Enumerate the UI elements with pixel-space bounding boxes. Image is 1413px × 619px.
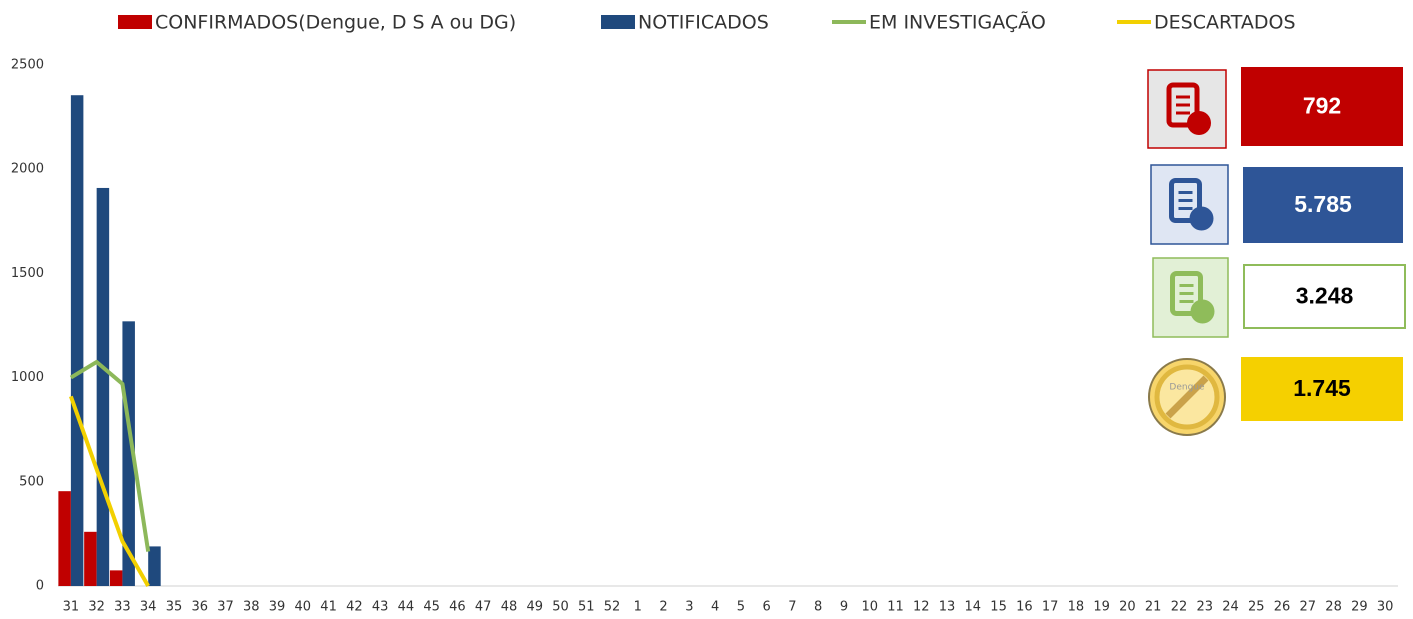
card-box — [1241, 357, 1403, 421]
x-tick-label: 17 — [1042, 600, 1059, 615]
x-tick-label: 27 — [1300, 600, 1317, 615]
x-tick-label: 42 — [346, 600, 363, 615]
x-tick-label: 15 — [990, 600, 1007, 615]
bar — [84, 531, 97, 586]
y-tick-label: 2500 — [11, 58, 44, 73]
x-tick-label: 39 — [269, 600, 286, 615]
icon-doc — [1169, 178, 1202, 223]
x-tick-label: 4 — [711, 600, 719, 615]
legend-swatch — [601, 15, 635, 29]
x-tick-label: 47 — [475, 600, 492, 615]
x-tick-label: 6 — [763, 600, 771, 615]
x-tick-label: 40 — [295, 600, 312, 615]
x-tick-label: 9 — [840, 600, 848, 615]
x-tick-label: 22 — [1171, 600, 1188, 615]
icon-frame — [1147, 69, 1227, 149]
x-tick-label: 37 — [217, 600, 234, 615]
bar — [70, 95, 84, 586]
y-tick-label: 1000 — [11, 370, 44, 385]
card-box — [1243, 167, 1403, 243]
legend-label: EM INVESTIGAÇÃO — [869, 11, 1046, 34]
x-tick-label: 25 — [1248, 600, 1265, 615]
card-box — [1241, 67, 1403, 146]
x-tick-label: 20 — [1119, 600, 1136, 615]
x-tick-label: 43 — [372, 600, 389, 615]
x-tick-label: 14 — [965, 600, 982, 615]
x-tick-label: 35 — [166, 600, 183, 615]
x-tick-label: 30 — [1377, 600, 1394, 615]
x-tick-label: 1 — [634, 600, 642, 615]
x-tick-label: 45 — [423, 600, 440, 615]
icon-badge — [1189, 206, 1214, 231]
bar — [58, 491, 71, 586]
x-tick-label: 3 — [685, 600, 693, 615]
icon-doc — [1170, 271, 1203, 316]
x-tick-label: 12 — [913, 600, 930, 615]
card-value: 792 — [1303, 93, 1341, 119]
x-tick-label: 34 — [140, 600, 157, 615]
x-tick-label: 28 — [1325, 600, 1342, 615]
x-tick-label: 11 — [887, 600, 904, 615]
x-tick-label: 41 — [320, 600, 337, 615]
x-tick-label: 49 — [526, 600, 543, 615]
bar — [96, 187, 110, 586]
icon-frame — [1152, 257, 1229, 338]
icon-text: Dengue — [1169, 383, 1205, 393]
x-tick-label: 26 — [1274, 600, 1291, 615]
x-tick-label: 29 — [1351, 600, 1368, 615]
x-tick-label: 7 — [788, 600, 796, 615]
x-tick-label: 21 — [1145, 600, 1162, 615]
y-tick-label: 1500 — [11, 266, 44, 281]
x-tick-label: 10 — [861, 600, 878, 615]
x-tick-label: 5 — [737, 600, 745, 615]
icon-badge — [1190, 299, 1215, 324]
bar — [148, 546, 161, 586]
bar — [109, 570, 123, 586]
x-tick-label: 18 — [1068, 600, 1085, 615]
x-tick-label: 2 — [659, 600, 667, 615]
icon-frame — [1150, 164, 1229, 245]
card-value: 3.248 — [1296, 283, 1354, 309]
x-tick-label: 38 — [243, 600, 260, 615]
y-tick-label: 0 — [36, 579, 44, 594]
card-value: 5.785 — [1294, 191, 1352, 217]
icon-doc — [1166, 82, 1200, 128]
card-box — [1243, 264, 1406, 329]
x-tick-label: 24 — [1222, 600, 1239, 615]
x-tick-label: 8 — [814, 600, 822, 615]
x-tick-label: 52 — [604, 600, 621, 615]
icon-slash — [1165, 375, 1209, 419]
legend-label: CONFIRMADOS(Dengue, D S A ou DG) — [155, 12, 516, 34]
x-tick-label: 32 — [88, 600, 105, 615]
legend-label: NOTIFICADOS — [638, 12, 769, 34]
x-tick-label: 48 — [501, 600, 518, 615]
x-tick-label: 16 — [1016, 600, 1033, 615]
x-tick-label: 46 — [449, 600, 466, 615]
x-tick-label: 51 — [578, 600, 595, 615]
card-value: 1.745 — [1293, 375, 1351, 401]
bar — [122, 321, 135, 586]
y-tick-label: 500 — [19, 474, 44, 489]
line — [68, 395, 150, 587]
line — [69, 359, 151, 552]
y-tick-label: 2000 — [11, 162, 44, 177]
icon-badge — [1187, 111, 1211, 135]
legend-label: DESCARTADOS — [1154, 12, 1296, 34]
x-tick-label: 23 — [1196, 600, 1213, 615]
x-tick-label: 13 — [939, 600, 956, 615]
x-tick-label: 36 — [191, 600, 208, 615]
x-tick-label: 19 — [1093, 600, 1110, 615]
x-tick-label: 31 — [63, 600, 80, 615]
x-tick-label: 50 — [552, 600, 569, 615]
legend-swatch — [118, 15, 152, 29]
x-tick-label: 33 — [114, 600, 131, 615]
x-tick-label: 44 — [398, 600, 415, 615]
